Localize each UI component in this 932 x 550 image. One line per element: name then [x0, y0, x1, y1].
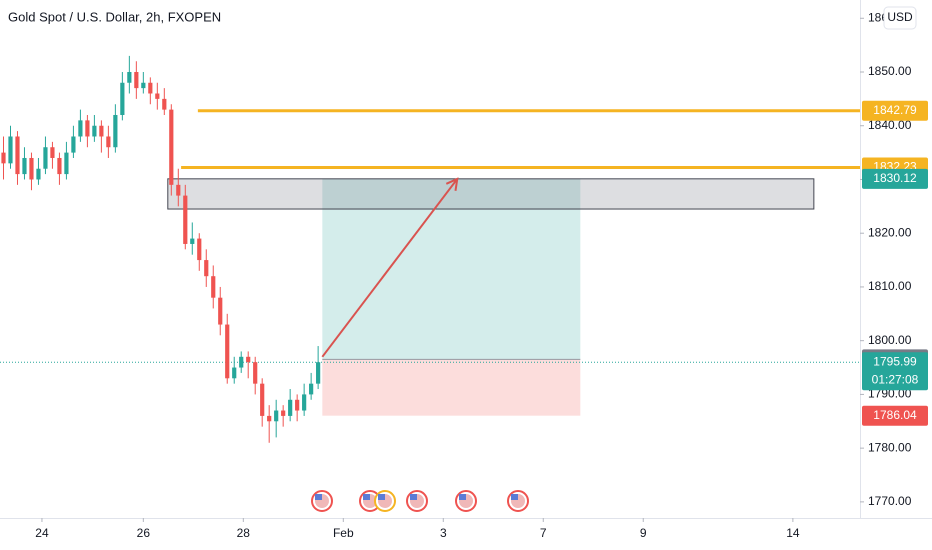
candle-body	[288, 399, 293, 416]
candle-body	[120, 82, 125, 115]
candle-body	[197, 238, 202, 261]
candle-body	[15, 136, 20, 175]
candle-body	[1, 152, 6, 164]
y-tick-label: 1810.00	[868, 279, 912, 293]
price-tag-label: 1842.79	[873, 103, 917, 117]
candle-body	[113, 114, 118, 148]
candle-body	[295, 399, 300, 411]
candle-body	[92, 125, 97, 137]
candle-body	[309, 383, 314, 395]
y-tick-label: 1850.00	[868, 64, 912, 78]
x-tick-label: 24	[35, 526, 49, 540]
candle-body	[22, 157, 27, 175]
x-tick-label: 26	[137, 526, 151, 540]
candle-body	[253, 362, 258, 384]
candle-body	[267, 415, 272, 422]
plot-layer: 1770.001780.001790.001800.001810.001820.…	[0, 10, 928, 540]
candle-body	[43, 147, 48, 169]
x-tick-label: 7	[540, 526, 547, 540]
y-tick-label: 1770.00	[868, 494, 912, 508]
projection-arrow	[321, 178, 459, 358]
candle-body	[232, 367, 237, 379]
candle-body	[134, 72, 139, 89]
candle-body	[218, 297, 223, 325]
price-tag	[862, 405, 928, 426]
countdown-label: 01:27:08	[872, 372, 919, 386]
candle-body	[239, 356, 244, 368]
candle-body	[246, 356, 251, 363]
candle-body	[141, 82, 146, 89]
price-tag-label: 1830.12	[873, 171, 917, 185]
price-tag-label: 1786.04	[873, 408, 917, 422]
candle-body	[260, 383, 265, 416]
price-tag	[862, 168, 928, 189]
currency-label: USD	[887, 10, 913, 24]
candle-body	[29, 157, 34, 180]
currency-button[interactable]	[883, 6, 917, 30]
candle-body	[169, 109, 174, 185]
event-icon[interactable]	[359, 490, 381, 512]
candle-body	[36, 168, 41, 180]
candle-body	[85, 120, 90, 137]
event-icon[interactable]	[406, 490, 428, 512]
candle-body	[155, 93, 160, 99]
candle-body	[211, 276, 216, 298]
candle-body	[50, 147, 55, 158]
candle-body	[71, 136, 76, 153]
candle-body	[99, 125, 104, 137]
candle-body	[302, 394, 307, 411]
candle-body	[64, 152, 69, 175]
event-icons	[311, 490, 529, 512]
candle-body	[281, 410, 286, 416]
candle-body	[127, 72, 132, 83]
x-tick-label: 14	[786, 526, 800, 540]
candle-body	[225, 324, 230, 379]
candle-body	[57, 157, 62, 175]
candle-body	[148, 82, 153, 94]
x-tick-label: Feb	[333, 526, 354, 540]
candle-body	[190, 238, 195, 244]
y-tick-label: 1800.00	[868, 333, 912, 347]
x-tick-label: 28	[237, 526, 251, 540]
price-tag	[862, 352, 928, 391]
loss-zone	[322, 359, 581, 416]
y-tick-label: 1820.00	[868, 225, 912, 239]
price-tag-label: 1795.99	[873, 354, 917, 368]
chart-title: Gold Spot / U.S. Dollar, 2h, FXOPEN	[8, 9, 221, 24]
arrow-head	[445, 177, 459, 191]
candle-body	[204, 260, 209, 277]
candle-body	[106, 136, 111, 148]
candle-body	[78, 120, 83, 137]
candle-body	[274, 410, 279, 422]
event-icon[interactable]	[311, 490, 333, 512]
price-tag	[862, 100, 928, 121]
candle-body	[162, 98, 167, 110]
candle-body	[183, 195, 188, 244]
event-icon[interactable]	[455, 490, 477, 512]
x-tick-label: 9	[640, 526, 647, 540]
y-tick-label: 1840.00	[868, 118, 912, 132]
candle-body	[176, 184, 181, 196]
resistance-zone	[167, 178, 815, 210]
candle-body	[8, 136, 13, 164]
event-icon[interactable]	[374, 490, 396, 512]
event-icon[interactable]	[507, 490, 529, 512]
candle-body	[316, 362, 321, 384]
x-tick-label: 3	[440, 526, 447, 540]
y-tick-label: 1780.00	[868, 440, 912, 454]
